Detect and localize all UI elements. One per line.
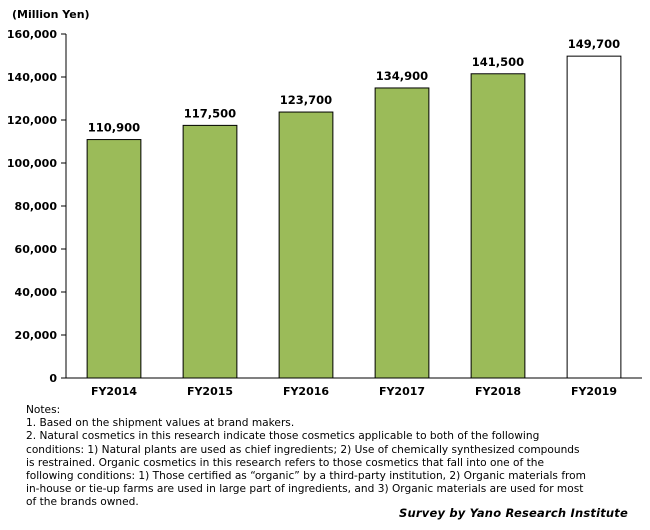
source-credit: Survey by Yano Research Institute	[399, 506, 628, 520]
bar	[566, 55, 622, 379]
bar	[374, 87, 430, 379]
bar	[182, 124, 238, 379]
data-label: 117,500	[184, 106, 236, 120]
y-tick-label: 140,000	[7, 71, 57, 84]
bar-chart: (Million Yen) 0 20,000 40,000 60,000 80,000 1…	[7, 8, 642, 400]
y-tick-label: 160,000	[7, 28, 57, 41]
y-tick-label: 0	[49, 372, 57, 385]
y-tick-label: 60,000	[15, 243, 58, 256]
note-line: 2. Natural cosmetics in this research in…	[26, 430, 540, 443]
note-line: 1. Based on the shipment values at brand…	[26, 417, 295, 430]
bar	[86, 139, 142, 379]
y-axis: 0 20,000 40,000 60,000 80,000 100,000 120,000 1…	[7, 28, 67, 385]
note-line: of the brands owned.	[26, 496, 139, 509]
x-axis: FY2014 FY2015 FY2016 FY2017 FY2018 FY2019Fore…	[66, 377, 642, 400]
y-tick-label: 40,000	[15, 286, 58, 299]
notes: Notes: 1. Based on the shipment values a…	[26, 404, 626, 510]
data-label: 110,900	[88, 121, 140, 135]
notes-heading: Notes:	[26, 404, 61, 416]
bars: 110,900 117,500 123,700 134,900 141,500 149,7…	[86, 37, 622, 379]
y-tick-label: 120,000	[7, 114, 57, 127]
x-tick-label: FY2014	[91, 385, 137, 398]
data-label: 149,700	[568, 37, 620, 51]
x-tick-label: FY2018	[475, 385, 521, 398]
y-tick-label: 80,000	[15, 200, 58, 213]
note-line: in-house or tie-up farms are used in lar…	[26, 483, 584, 496]
x-tick-label: FY2019	[571, 385, 617, 398]
y-tick-label: 100,000	[7, 157, 57, 170]
data-label: 141,500	[472, 55, 524, 69]
note-line: following conditions: 1) Those certified…	[26, 470, 586, 483]
data-label: 123,700	[280, 93, 332, 107]
bar	[278, 111, 334, 379]
bar	[470, 73, 526, 379]
x-tick-label: FY2015	[187, 385, 233, 398]
data-label: 134,900	[376, 69, 428, 83]
x-tick-sublabel: Forecast	[571, 398, 618, 400]
note-line: is restrained. Organic cosmetics in this…	[26, 456, 545, 469]
x-tick-label: FY2016	[283, 385, 329, 398]
y-tick-label: 20,000	[15, 329, 58, 342]
y-axis-unit-label: (Million Yen)	[12, 8, 90, 21]
note-line: conditions: 1) Natural plants are used a…	[26, 443, 580, 456]
x-tick-label: FY2017	[379, 385, 425, 398]
